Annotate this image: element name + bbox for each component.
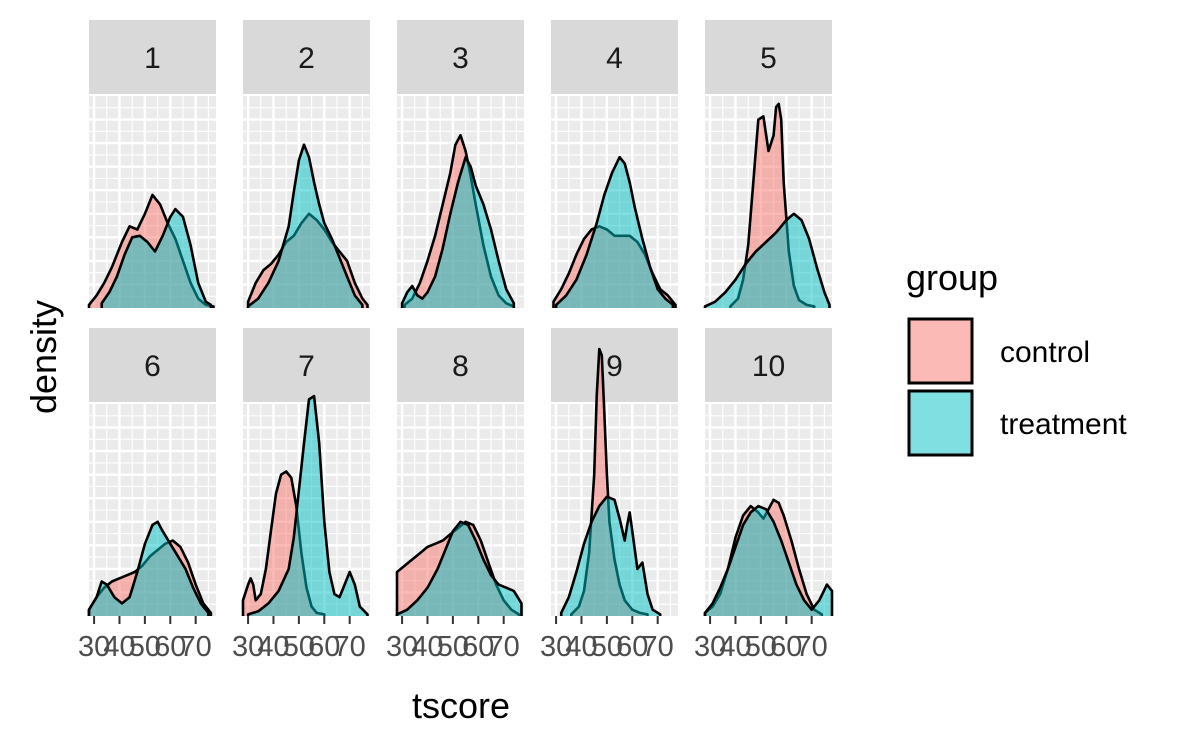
x-tick-label: 40	[411, 631, 443, 663]
treatment-density-area	[556, 157, 673, 308]
facet-strip-label: 4	[606, 42, 623, 75]
facet-panel: 4	[551, 20, 678, 308]
x-tick-label: 70	[796, 631, 828, 663]
facet-strip-label: 5	[760, 42, 777, 75]
x-tick-label: 50	[745, 631, 777, 663]
treatment-density-area	[561, 496, 661, 616]
facet-strip	[243, 328, 370, 402]
x-tick-label: 70	[488, 631, 520, 663]
x-tick-label: 40	[103, 631, 135, 663]
legend: group control treatment	[906, 257, 1127, 457]
treatment-density-outline	[554, 155, 675, 308]
treatment-density-outline	[559, 495, 662, 616]
x-tick-label: 40	[565, 631, 597, 663]
x-tick-label: 60	[154, 631, 186, 663]
facet-strip	[89, 20, 216, 94]
facet-strip	[551, 20, 678, 94]
treatment-density-area	[248, 396, 368, 616]
legend-label: control	[1000, 336, 1090, 369]
legend-label: treatment	[1000, 408, 1127, 441]
x-tick-label: 60	[308, 631, 340, 663]
legend-key-swatch	[907, 389, 974, 457]
facet-strip-label: 8	[452, 350, 469, 383]
facet-strip	[89, 328, 216, 402]
x-tick-label: 40	[719, 631, 751, 663]
treatment-density-outline	[100, 207, 213, 308]
facet-strip-label: 3	[452, 42, 469, 75]
facet-panel: 5	[703, 20, 832, 309]
facet-strip	[705, 20, 832, 94]
facet-strip-label: 7	[298, 350, 315, 383]
x-tick-label: 70	[642, 631, 674, 663]
facet-strip	[397, 328, 524, 402]
treatment-density-area	[705, 213, 830, 308]
facet-strip-label: 1	[144, 42, 161, 75]
facet-strip-label: 2	[298, 42, 315, 75]
x-tick-label: 60	[462, 631, 494, 663]
facet-panel: 3	[397, 20, 524, 308]
facet-strip	[397, 20, 524, 94]
facet-strip	[551, 328, 678, 402]
treatment-density-area	[89, 521, 209, 616]
treatment-density-area	[397, 521, 522, 616]
treatment-density-outline	[246, 394, 369, 616]
facet-strip	[243, 20, 370, 94]
x-tick-label: 30	[78, 631, 110, 663]
x-axis-title: tscore	[412, 685, 510, 726]
legend-item-control: control	[907, 317, 1090, 385]
y-axis-title: density	[23, 300, 64, 414]
treatment-density-outline	[400, 155, 516, 308]
legend-title: group	[906, 257, 998, 298]
facet-strip-label: 10	[752, 350, 785, 383]
x-tick-label: 30	[694, 631, 726, 663]
x-tick-label: 50	[129, 631, 161, 663]
x-tick-label: 30	[386, 631, 418, 663]
legend-key-swatch	[907, 317, 974, 385]
x-tick-label: 50	[437, 631, 469, 663]
facet-panels: 1 2 3 4 563040506070730405060708304050607093…	[78, 20, 834, 663]
x-tick-label: 60	[616, 631, 648, 663]
x-tick-label: 40	[257, 631, 289, 663]
treatment-density-outline	[87, 520, 210, 616]
treatment-density-area	[402, 157, 514, 308]
treatment-density-outline	[703, 212, 831, 308]
treatment-density-outline	[703, 504, 834, 616]
x-tick-label: 30	[232, 631, 264, 663]
x-tick-label: 50	[283, 631, 315, 663]
treatment-density-outline	[246, 143, 364, 308]
treatment-density-area	[101, 209, 211, 308]
x-tick-label: 60	[770, 631, 802, 663]
x-tick-label: 50	[591, 631, 623, 663]
facet-strip-label: 9	[606, 350, 623, 383]
facet-panel: 2	[243, 20, 370, 308]
legend-item-treatment: treatment	[907, 389, 1127, 457]
x-tick-label: 30	[540, 631, 572, 663]
facet-strip-label: 6	[144, 350, 161, 383]
x-tick-label: 70	[334, 631, 366, 663]
x-tick-label: 70	[180, 631, 212, 663]
facet-panel: 1	[87, 20, 216, 308]
treatment-density-area	[705, 506, 832, 616]
treatment-density-outline	[395, 520, 523, 616]
facet-strip	[705, 328, 832, 402]
